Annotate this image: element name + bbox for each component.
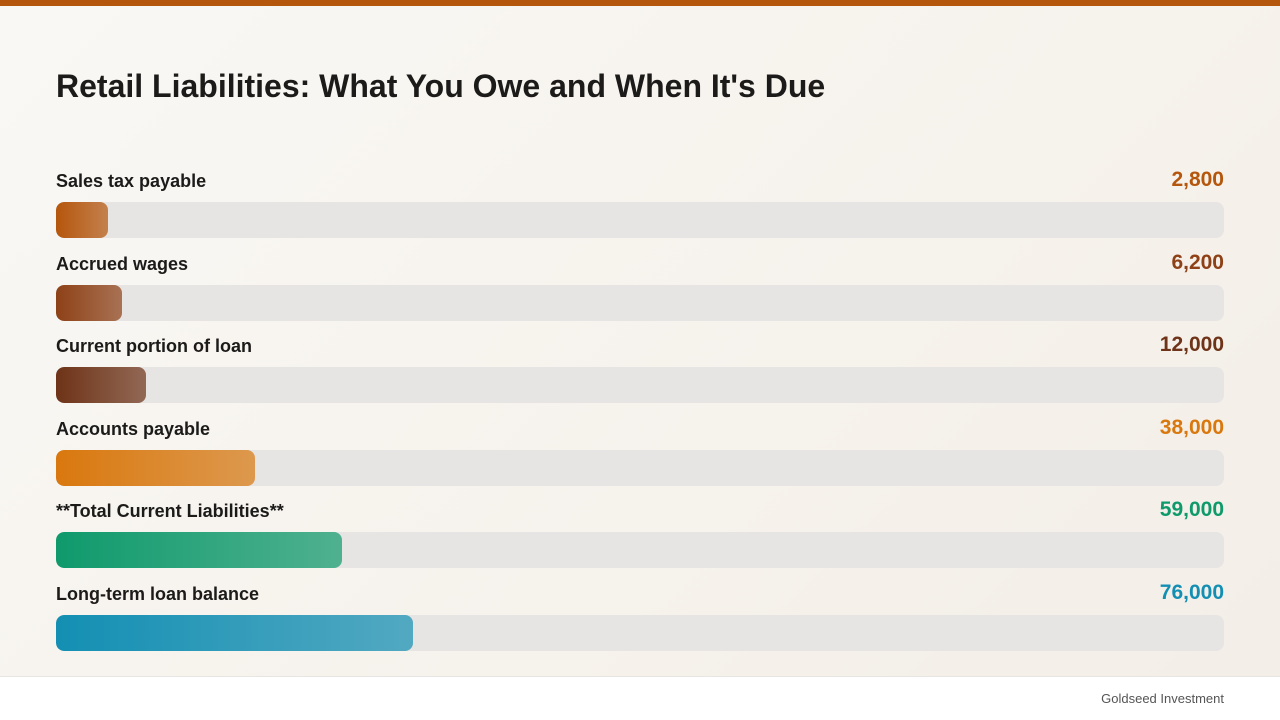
bar-fill [56,202,108,238]
bar-label: Accounts payable [56,418,211,439]
bar-track [56,449,1224,486]
bar-row: Accrued wages 6,200 [56,247,1224,330]
chart-title: Retail Liabilities: What You Owe and Whe… [56,68,826,104]
bar-fill [56,532,343,569]
bar-fill [56,367,147,404]
bar-value-label: 59,000 [1159,498,1224,522]
bar-row: Long-term loan balance 76,000 [56,577,1224,660]
chart-panel: Retail Liabilities: What You Owe and Whe… [0,6,1280,676]
bar-label: Long-term loan balance [56,583,260,604]
bar-label: Current portion of loan [56,336,252,357]
bar-list: Sales tax payable 2,800 Accrued wages 6,200… [56,164,1224,660]
top-accent-bar [0,0,1280,6]
bar-value-label: 12,000 [1159,333,1224,357]
bar-row: **Total Current Liabilities** 59,000 [56,494,1224,577]
bar-value-label: 6,200 [1171,250,1224,274]
bar-fill [56,284,122,321]
bar-track [56,367,1224,404]
bar-row: Accounts payable 38,000 [56,412,1224,495]
bar-row: Current portion of loan 12,000 [56,329,1224,412]
bar-value-label: 2,800 [1171,168,1224,191]
bar-fill [56,614,414,651]
bar-track [56,284,1224,321]
bar-label: Sales tax payable [56,171,207,191]
bar-row: Sales tax payable 2,800 [56,164,1224,247]
bar-label: Accrued wages [56,253,189,274]
bar-track [56,202,1224,238]
bar-track [56,614,1224,651]
footer: Goldseed Investment [0,676,1280,720]
bar-value-label: 76,000 [1159,580,1224,604]
bar-track [56,532,1224,569]
bar-fill [56,449,255,486]
footer-brand: Goldseed Investment [1101,691,1224,706]
bar-label: **Total Current Liabilities** [56,501,284,522]
bar-value-label: 38,000 [1159,415,1224,439]
